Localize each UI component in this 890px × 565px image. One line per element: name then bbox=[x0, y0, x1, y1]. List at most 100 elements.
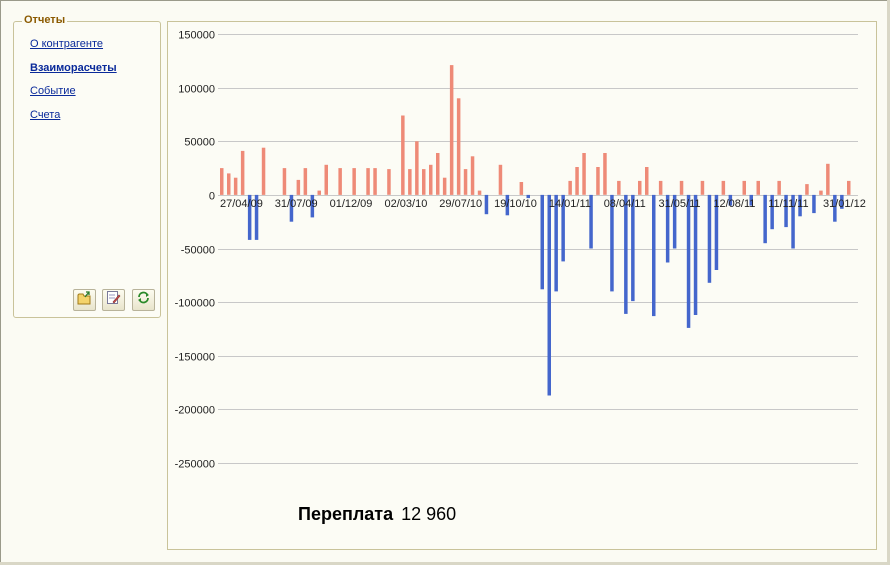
bar-positive bbox=[638, 180, 642, 195]
window-right-edge bbox=[887, 0, 890, 565]
bar-negative bbox=[289, 194, 294, 222]
bar-positive bbox=[498, 164, 503, 195]
bar-positive bbox=[756, 180, 760, 195]
bar-positive bbox=[805, 184, 809, 195]
bar-positive bbox=[436, 153, 440, 195]
x-tick-label: 14/01/11 bbox=[549, 198, 591, 210]
bar-positive bbox=[568, 180, 572, 195]
bar-positive bbox=[408, 169, 412, 195]
bar-positive bbox=[429, 164, 433, 195]
x-tick-label: 31/07/09 bbox=[275, 198, 318, 210]
y-tick-label: 150000 bbox=[178, 30, 215, 42]
bar-positive bbox=[742, 180, 746, 195]
overpayment-summary: Переплата 12 960 bbox=[298, 504, 456, 525]
bar-positive bbox=[617, 180, 621, 195]
bar-positive bbox=[401, 115, 405, 195]
overpayment-label: Переплата bbox=[298, 504, 394, 524]
open-folder-icon bbox=[77, 290, 92, 310]
bar-positive bbox=[296, 179, 301, 195]
bar-positive bbox=[261, 147, 266, 195]
x-tick-label: 31/01/12 bbox=[823, 198, 866, 210]
bar-negative bbox=[798, 194, 802, 217]
bar-positive bbox=[582, 153, 586, 195]
nav-link-settlements[interactable]: Взаиморасчеты bbox=[30, 62, 117, 74]
bar-positive bbox=[240, 150, 245, 195]
bar-positive bbox=[442, 177, 447, 195]
bar-negative bbox=[540, 194, 544, 290]
bar-positive bbox=[352, 168, 356, 195]
x-tick-label: 12/08/11 bbox=[713, 198, 755, 210]
bar-positive bbox=[282, 168, 287, 195]
bar-positive bbox=[303, 168, 308, 195]
bar-negative bbox=[254, 194, 259, 240]
bar-negative bbox=[833, 194, 837, 222]
bar-negative bbox=[770, 194, 774, 230]
bar-positive bbox=[470, 156, 475, 195]
y-tick-label: -150000 bbox=[175, 352, 215, 364]
x-tick-label: 11/11/11 bbox=[768, 198, 808, 210]
bar-negative bbox=[652, 194, 656, 317]
bar-positive bbox=[373, 168, 377, 195]
nav-link-event[interactable]: Событие bbox=[30, 85, 76, 97]
bar-positive bbox=[227, 173, 231, 195]
bar-positive bbox=[645, 167, 649, 195]
bar-positive bbox=[575, 167, 579, 195]
bar-negative bbox=[672, 194, 677, 249]
chart-panel: 150000 100000 50000 0 -50000 -100000 -150000 -2… bbox=[167, 21, 877, 550]
bar-positive bbox=[324, 164, 328, 195]
nav-link-accounts[interactable]: Счета bbox=[30, 109, 61, 121]
bar-positive bbox=[819, 190, 823, 195]
bar-negative bbox=[484, 194, 489, 215]
bar-negative bbox=[693, 194, 698, 315]
bar-positive bbox=[826, 163, 830, 195]
reports-panel-title: Отчеты bbox=[22, 14, 68, 26]
y-tick-label: -200000 bbox=[175, 405, 215, 417]
bar-negative bbox=[749, 194, 753, 206]
bar-negative bbox=[631, 194, 635, 302]
nav-link-about-counterparty[interactable]: О контрагенте bbox=[30, 38, 104, 50]
bar-negative bbox=[624, 194, 628, 314]
y-tick-label: -50000 bbox=[181, 245, 215, 257]
bar-positive bbox=[603, 153, 607, 195]
settlements-bar-chart: 150000 100000 50000 0 -50000 -100000 -150000 -2… bbox=[175, 30, 866, 471]
bar-negative bbox=[686, 194, 691, 328]
bar-positive bbox=[387, 169, 391, 195]
bar-negative bbox=[526, 194, 530, 199]
y-tick-label: 50000 bbox=[184, 137, 215, 149]
bar-positive bbox=[463, 169, 468, 195]
bar-negative bbox=[763, 194, 767, 244]
y-tick-label: -250000 bbox=[175, 459, 215, 471]
bar-positive bbox=[366, 168, 370, 195]
bar-positive bbox=[220, 168, 224, 195]
x-tick-label: 31/05/11 bbox=[659, 198, 701, 210]
window-bottom-edge bbox=[0, 562, 890, 565]
bar-positive bbox=[700, 180, 705, 195]
bar-negative bbox=[840, 194, 844, 209]
bar-positive bbox=[658, 180, 663, 195]
bar-negative bbox=[714, 194, 719, 270]
bar-positive bbox=[456, 98, 461, 195]
bar-negative bbox=[784, 194, 788, 228]
bar-positive bbox=[415, 141, 419, 195]
x-tick-label: 02/03/10 bbox=[385, 198, 428, 210]
bar-negative bbox=[561, 194, 565, 262]
reports-panel: Отчеты О контрагенте Взаиморасчеты Событ… bbox=[13, 14, 161, 318]
refresh-icon bbox=[136, 290, 151, 310]
x-tick-label: 08/04/11 bbox=[604, 198, 646, 210]
x-tick-label: 29/07/10 bbox=[439, 198, 482, 210]
bar-negative bbox=[247, 194, 252, 240]
bar-positive bbox=[338, 168, 342, 195]
open-report-button[interactable] bbox=[73, 289, 96, 311]
bar-positive bbox=[721, 180, 726, 195]
bar-positive bbox=[477, 190, 482, 195]
bar-negative bbox=[707, 194, 712, 283]
edit-report-button[interactable] bbox=[102, 289, 125, 311]
bar-negative bbox=[812, 194, 816, 214]
y-tick-label: 100000 bbox=[178, 84, 215, 96]
bar-positive bbox=[519, 182, 524, 195]
bar-negative bbox=[791, 194, 795, 249]
x-tick-label: 27/04/09 bbox=[220, 198, 263, 210]
refresh-button[interactable] bbox=[132, 289, 155, 311]
bar-negative bbox=[589, 194, 593, 249]
